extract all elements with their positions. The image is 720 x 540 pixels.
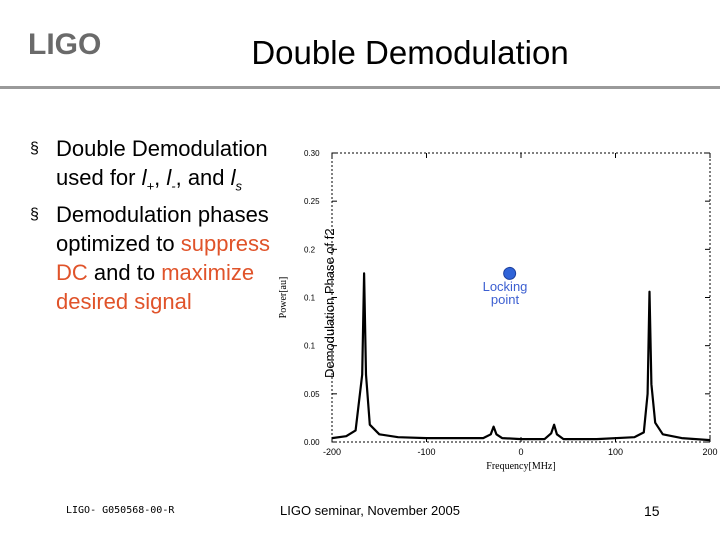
bullet2-red-maximize: maximize desired signal: [56, 260, 255, 315]
spectrum-line: [331, 272, 711, 442]
bullet-list: § Double Demodulation used for l+, l-, a…: [30, 134, 300, 316]
y-tick-label: 0.2: [304, 245, 316, 254]
bullet2-red-suppress: suppress DC: [56, 231, 271, 286]
y-tick-label: 0.30: [304, 149, 320, 158]
bullet-mark: §: [30, 206, 39, 224]
logo-text: LIGO: [28, 28, 101, 61]
ligo-logo: LIGO: [28, 28, 101, 61]
bullet-mark: §: [30, 140, 39, 157]
var-l-s: ls: [230, 165, 243, 194]
power-spectrum-chart: 0.00 0.05 0.1 0.1 0.2 0.25 0.30 -200 -100 0 100 200…: [278, 149, 718, 472]
bullet-item-1: § Double Demodulation used for l+, l-, a…: [30, 136, 268, 194]
locking-point-label: Locking point: [482, 279, 528, 307]
y-tick-label: 0.1: [304, 342, 316, 351]
var-l-minus: l-: [166, 165, 176, 194]
bullet1-prefix: Double Demodulation used for: [56, 136, 268, 190]
y-tick-label: 0.00: [304, 438, 320, 447]
y-tick-label: 0.05: [304, 390, 320, 399]
y-tick-label: 0.1: [304, 294, 316, 303]
x-tick-label: 0: [518, 447, 523, 457]
footer-event: LIGO seminar, November 2005: [280, 503, 460, 518]
x-tick-label: -200: [323, 447, 341, 457]
x-tick-label: 100: [608, 447, 623, 457]
bullet2-prefix: Demodulation phases optimized to: [56, 202, 269, 257]
x-tick-label: -100: [417, 447, 435, 457]
demod-phase-axis-label: Demodulation Phase of f2: [322, 228, 337, 378]
footer-document-id: LIGO- G050568-00-R: [66, 505, 175, 516]
y-axis-label: Power[au]: [278, 277, 289, 319]
bullet-item-2: § Demodulation phases optimized to suppr…: [30, 200, 300, 316]
page-number: 15: [644, 503, 660, 519]
x-tick-label: 200: [702, 447, 717, 457]
x-axis-label: Frequency[MHz]: [486, 461, 555, 472]
var-l-plus: l+: [141, 165, 155, 194]
locking-point-marker: [503, 266, 517, 280]
slide-title: Double Demodulation: [251, 34, 569, 71]
bullet2-mid: and to: [93, 260, 156, 286]
y-tick-label: 0.25: [304, 197, 320, 206]
title-rule: [0, 86, 720, 89]
